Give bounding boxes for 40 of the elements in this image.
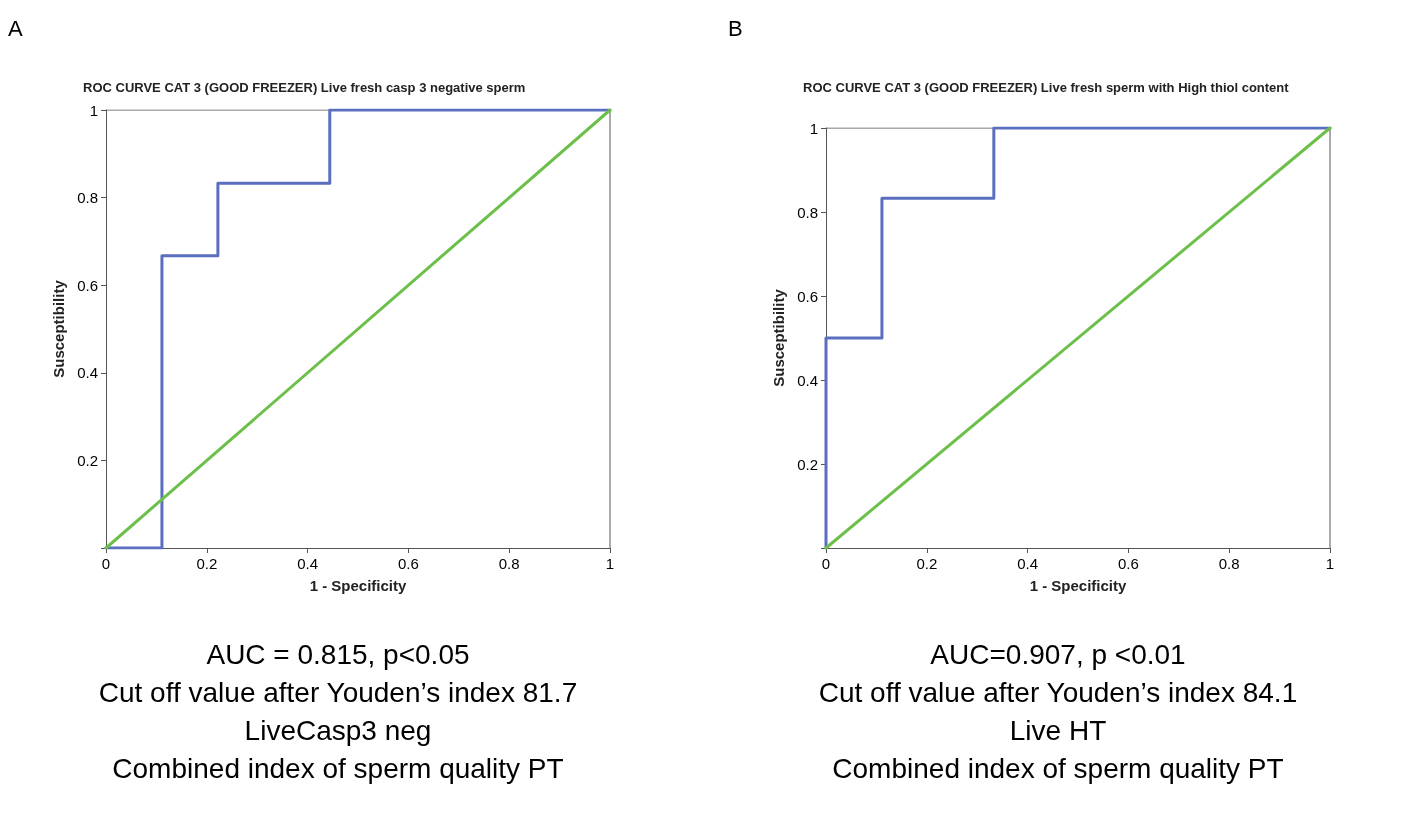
y-tick-label: 0.8	[797, 203, 818, 221]
y-axis-title: Susceptibility	[770, 288, 787, 387]
text: Cut off value after Youden’s index 81.7	[97, 676, 579, 710]
text: LiveCasp3 neg	[243, 714, 433, 748]
x-tick-label: 0.6	[397, 555, 419, 572]
x-tick-label: 1	[1325, 555, 1335, 572]
text: B	[728, 16, 743, 42]
chart-title: ROC CURVE CAT 3 (GOOD FREEZER) Live fresh sperm with High thiol content	[803, 80, 1290, 95]
y-tick-label: 0.2	[797, 455, 818, 473]
x-tick-label: 0.8	[498, 555, 520, 572]
text: Combined index of sperm quality PT	[831, 752, 1285, 786]
chart-title: ROC CURVE CAT 3 (GOOD FREEZER) Live fresh casp 3 negative sperm	[83, 80, 526, 95]
y-tick-label: 0.4	[797, 371, 818, 389]
x-tick-label: 0	[101, 555, 111, 572]
y-tick-label: 0.6	[77, 276, 98, 294]
x-tick-label: 0	[821, 555, 831, 572]
text: Cut off value after Youden’s index 84.1	[817, 676, 1299, 710]
x-tick-label: 0.8	[1218, 555, 1240, 572]
line-series	[824, 126, 1332, 550]
x-tick-label: 0.6	[1117, 555, 1139, 572]
y-tick-label: 1	[809, 119, 818, 137]
text: Live HT	[1008, 714, 1108, 748]
y-tick-label: 1	[89, 101, 98, 119]
x-tick-label: 0.2	[196, 555, 218, 572]
x-axis-title: 1 - Specificity	[309, 577, 408, 594]
y-axis-title: Susceptibility	[50, 279, 67, 378]
text: AUC=0.907, p <0.01	[929, 638, 1187, 672]
y-tick-label: 0.4	[77, 364, 98, 382]
x-tick-label: 0.4	[1017, 555, 1039, 572]
x-tick-label: 0.2	[916, 555, 938, 572]
x-axis-title: 1 - Specificity	[1029, 577, 1128, 594]
x-tick-label: 0.4	[297, 555, 319, 572]
line-series	[104, 108, 612, 550]
y-tick-label: 0.2	[77, 451, 98, 469]
x-tick-label: 1	[605, 555, 615, 572]
text: AUC = 0.815, p<0.05	[205, 638, 471, 672]
text: Combined index of sperm quality PT	[111, 752, 565, 786]
text: A	[8, 16, 23, 42]
y-tick-label: 0.8	[77, 189, 98, 207]
y-tick-label: 0.6	[797, 287, 818, 305]
